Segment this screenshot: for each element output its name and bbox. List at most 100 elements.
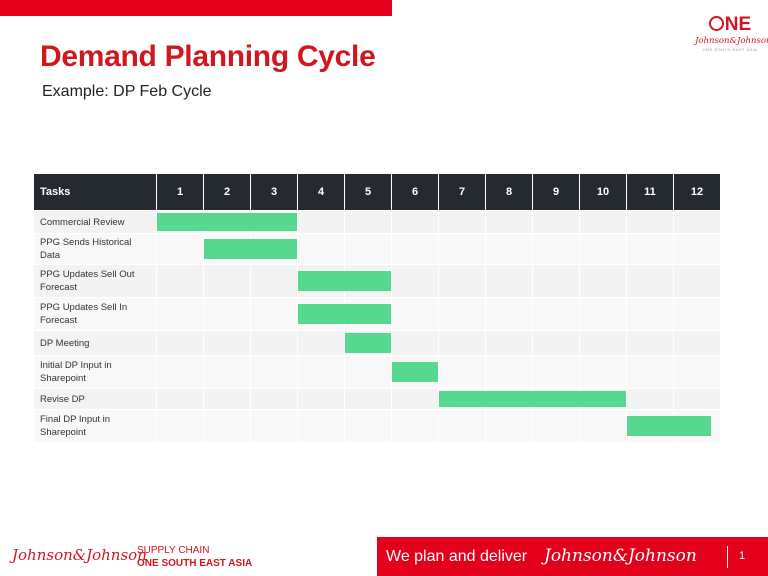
- task-cell: [345, 389, 391, 409]
- task-cell: [627, 234, 673, 264]
- task-cell: [251, 331, 297, 355]
- footer-slogan-bar: We plan and deliver Johnson&Johnson 1: [377, 537, 768, 576]
- task-cell: [204, 298, 250, 330]
- task-cell: [533, 234, 579, 264]
- task-cell: [251, 211, 297, 233]
- header-period-11: 11: [627, 174, 673, 210]
- gantt-table: Tasks 1 2 3 4 5 6 7 8 9 10 11 12 Commercial Review P…: [33, 173, 721, 443]
- task-row: Final DP Input in Sharepoint: [34, 410, 720, 442]
- task-cell: [533, 265, 579, 297]
- footer-brand-logo: Johnson&Johnson: [12, 546, 147, 564]
- task-cell: [392, 389, 438, 409]
- header-period-9: 9: [533, 174, 579, 210]
- task-cell: [204, 234, 250, 264]
- logo-one-text: NE: [724, 14, 752, 35]
- task-cell: [674, 356, 720, 388]
- task-cell: [392, 410, 438, 442]
- task-cell: [345, 331, 391, 355]
- task-cell: [251, 410, 297, 442]
- task-cell: [157, 331, 203, 355]
- task-name: Final DP Input in Sharepoint: [34, 410, 156, 442]
- task-cell: [204, 331, 250, 355]
- task-cell: [157, 234, 203, 264]
- footer-supply-chain-line1: SUPPLY CHAIN: [137, 545, 210, 556]
- task-cell: [627, 356, 673, 388]
- header-period-3: 3: [251, 174, 297, 210]
- task-cell: [157, 211, 203, 233]
- task-cell: [486, 389, 532, 409]
- task-cell: [627, 410, 673, 442]
- page-number: 1: [739, 550, 746, 562]
- task-cell: [251, 389, 297, 409]
- task-row: PPG Sends Historical Data: [34, 234, 720, 264]
- task-cell: [533, 356, 579, 388]
- task-cell: [627, 389, 673, 409]
- task-cell: [439, 265, 485, 297]
- task-cell: [627, 331, 673, 355]
- task-cell: [486, 234, 532, 264]
- task-cell: [298, 234, 344, 264]
- task-cell: [674, 389, 720, 409]
- task-cell: [674, 410, 720, 442]
- task-cell: [627, 298, 673, 330]
- task-cell: [157, 410, 203, 442]
- header-period-10: 10: [580, 174, 626, 210]
- slide-subtitle: Example: DP Feb Cycle: [42, 83, 212, 100]
- task-cell: [439, 356, 485, 388]
- task-name: PPG Sends Historical Data: [34, 234, 156, 264]
- task-cell: [345, 234, 391, 264]
- task-cell: [204, 410, 250, 442]
- task-cell: [157, 298, 203, 330]
- task-cell: [486, 265, 532, 297]
- task-cell: [674, 298, 720, 330]
- task-name: PPG Updates Sell Out Forecast: [34, 265, 156, 297]
- task-cell: [533, 331, 579, 355]
- task-cell: [345, 211, 391, 233]
- task-cell: [674, 234, 720, 264]
- task-cell: [392, 211, 438, 233]
- task-cell: [204, 265, 250, 297]
- task-cell: [533, 211, 579, 233]
- task-cell: [580, 389, 626, 409]
- task-cell: [486, 331, 532, 355]
- header-period-2: 2: [204, 174, 250, 210]
- task-name: Revise DP: [34, 389, 156, 409]
- task-cell: [298, 410, 344, 442]
- task-cell: [345, 410, 391, 442]
- task-cell: [439, 234, 485, 264]
- task-cell: [580, 331, 626, 355]
- task-cell: [251, 234, 297, 264]
- task-cell: [298, 211, 344, 233]
- task-cell: [580, 211, 626, 233]
- header-period-12: 12: [674, 174, 720, 210]
- header-tasks: Tasks: [34, 174, 156, 210]
- task-cell: [251, 356, 297, 388]
- task-cell: [627, 265, 673, 297]
- task-cell: [674, 211, 720, 233]
- task-cell: [298, 331, 344, 355]
- task-cell: [157, 265, 203, 297]
- task-cell: [392, 356, 438, 388]
- task-cell: [204, 389, 250, 409]
- task-cell: [533, 389, 579, 409]
- task-cell: [251, 265, 297, 297]
- task-cell: [486, 298, 532, 330]
- task-cell: [298, 298, 344, 330]
- task-cell: [580, 265, 626, 297]
- header-period-6: 6: [392, 174, 438, 210]
- logo-brand-text: Johnson&Johnson: [695, 36, 768, 46]
- footer-divider: [727, 546, 728, 568]
- task-name: DP Meeting: [34, 331, 156, 355]
- footer-slogan-brand: Johnson&Johnson: [544, 546, 697, 566]
- header-period-7: 7: [439, 174, 485, 210]
- task-cell: [345, 356, 391, 388]
- task-cell: [439, 211, 485, 233]
- task-cell: [392, 298, 438, 330]
- task-cell: [251, 298, 297, 330]
- top-accent-bar: [0, 0, 392, 16]
- logo-tagline: ONE SOUTH EAST ASIA: [702, 47, 758, 52]
- task-name: Commercial Review: [34, 211, 156, 233]
- task-cell: [580, 234, 626, 264]
- task-cell: [486, 211, 532, 233]
- task-cell: [157, 389, 203, 409]
